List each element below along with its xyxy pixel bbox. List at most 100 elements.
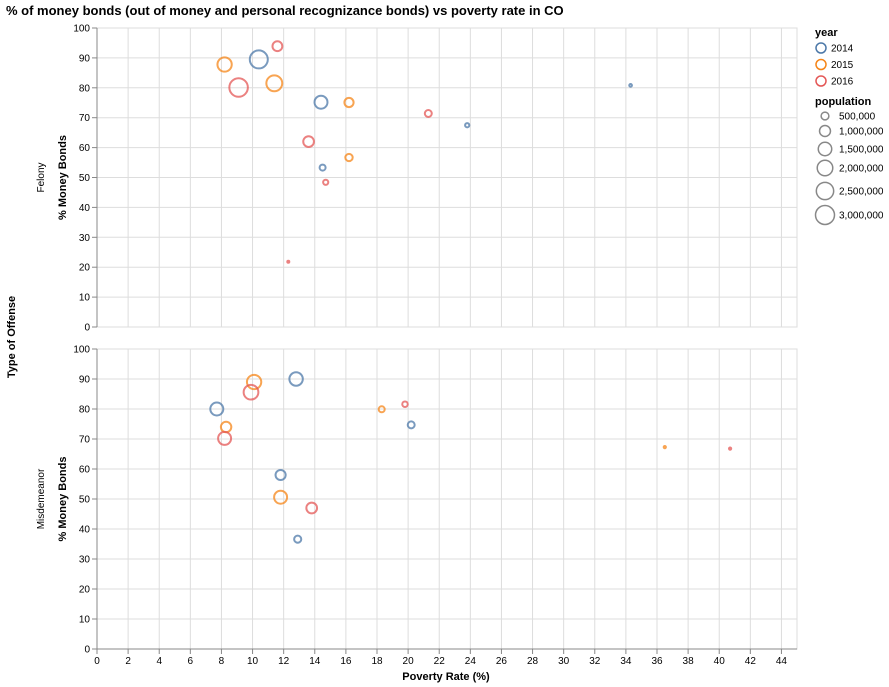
x-tick-label: 30 [558, 656, 570, 667]
y-tick-label: 30 [79, 555, 91, 566]
size-legend-symbol [820, 111, 830, 121]
y-tick-label: 60 [79, 143, 91, 154]
data-point [265, 74, 284, 93]
color-legend-label: 2014 [831, 44, 854, 55]
y-tick-label: 30 [79, 233, 91, 244]
color-legend-symbol [815, 75, 827, 87]
x-axis-title: Poverty Rate (%) [402, 671, 490, 683]
data-point [273, 489, 289, 505]
x-tick-label: 22 [434, 656, 446, 667]
x-tick-label: 26 [496, 656, 508, 667]
size-legend-symbol [817, 141, 833, 157]
color-legend-label: 2015 [831, 60, 854, 71]
size-legend-label: 1,000,000 [839, 127, 884, 138]
y-tick-label: 80 [79, 83, 91, 94]
data-point [401, 400, 409, 408]
size-legend-label: 1,500,000 [839, 145, 884, 156]
size-legend-label: 2,000,000 [839, 164, 884, 175]
y-axis-title: % Money Bonds [57, 457, 69, 542]
data-point [248, 49, 269, 70]
x-tick-label: 8 [219, 656, 225, 667]
size-legend-symbol [816, 159, 834, 177]
x-tick-label: 42 [745, 656, 757, 667]
data-point [216, 56, 233, 73]
x-tick-label: 28 [527, 656, 539, 667]
x-tick-label: 16 [340, 656, 352, 667]
data-point [245, 373, 263, 391]
y-tick-label: 80 [79, 405, 91, 416]
x-tick-label: 10 [247, 656, 259, 667]
y-tick-label: 20 [79, 585, 91, 596]
y-tick-label: 40 [79, 525, 91, 536]
x-tick-label: 40 [714, 656, 726, 667]
facet-label: Misdemeanor [36, 468, 47, 529]
color-legend-symbol [815, 42, 827, 54]
data-point [344, 152, 354, 163]
row-axis-title: Type of Offense [6, 296, 18, 378]
x-tick-label: 14 [309, 656, 321, 667]
data-point [464, 122, 471, 129]
color-legend-symbol [815, 58, 827, 71]
x-tick-label: 38 [683, 656, 695, 667]
facet-label: Felony [36, 162, 47, 192]
y-tick-label: 0 [84, 323, 90, 334]
color-legend-title: year [815, 27, 838, 39]
x-tick-label: 44 [776, 656, 788, 667]
y-tick-label: 50 [79, 495, 91, 506]
size-legend-symbol [818, 124, 832, 138]
size-legend-label: 2,500,000 [839, 187, 884, 198]
data-point [274, 468, 287, 482]
color-legend-label: 2016 [831, 77, 854, 88]
data-point [406, 420, 416, 430]
data-point [293, 534, 303, 544]
x-tick-label: 32 [589, 656, 601, 667]
data-point [288, 371, 304, 387]
y-tick-label: 70 [79, 435, 91, 446]
y-tick-label: 0 [84, 645, 90, 656]
data-point [228, 77, 249, 98]
y-tick-label: 100 [73, 24, 90, 35]
y-tick-label: 90 [79, 375, 91, 386]
data-point [628, 83, 633, 88]
data-point [217, 430, 233, 446]
data-point [242, 383, 260, 401]
facet-felony: 0 10 20 30 40 50 60 70 80 90 100 % Money Bonds Felon… [36, 24, 798, 334]
x-tick-label: 18 [371, 656, 383, 667]
data-point [318, 163, 327, 172]
size-legend-title: population [815, 96, 871, 108]
legend: year population 2014 2015 2016 500,000 1,000… [814, 27, 884, 226]
data-point [728, 446, 733, 451]
y-tick-label: 70 [79, 113, 91, 124]
y-tick-label: 60 [79, 465, 91, 476]
y-tick-label: 10 [79, 615, 91, 626]
data-point [286, 259, 291, 264]
data-point [313, 94, 329, 110]
y-tick-label: 20 [79, 263, 91, 274]
data-point [305, 501, 319, 515]
y-tick-label: 90 [79, 53, 91, 64]
data-point [377, 405, 386, 414]
data-point [219, 420, 233, 434]
data-point [343, 96, 355, 109]
x-tick-label: 0 [94, 656, 100, 667]
chart-title: % of money bonds (out of money and perso… [6, 3, 564, 18]
x-tick-label: 24 [465, 656, 477, 667]
data-point [662, 445, 667, 450]
y-axis-title: % Money Bonds [57, 135, 69, 220]
y-tick-label: 40 [79, 203, 91, 214]
x-tick-label: 34 [620, 656, 632, 667]
data-point [271, 40, 284, 53]
x-tick-label: 2 [125, 656, 131, 667]
y-tick-label: 10 [79, 293, 91, 304]
size-legend-label: 3,000,000 [839, 211, 884, 222]
x-tick-label: 12 [278, 656, 290, 667]
size-legend-symbol [815, 181, 835, 201]
x-tick-label: 36 [651, 656, 663, 667]
size-legend-symbol [814, 204, 836, 226]
data-point [302, 135, 315, 148]
size-legend-label: 500,000 [839, 112, 876, 123]
